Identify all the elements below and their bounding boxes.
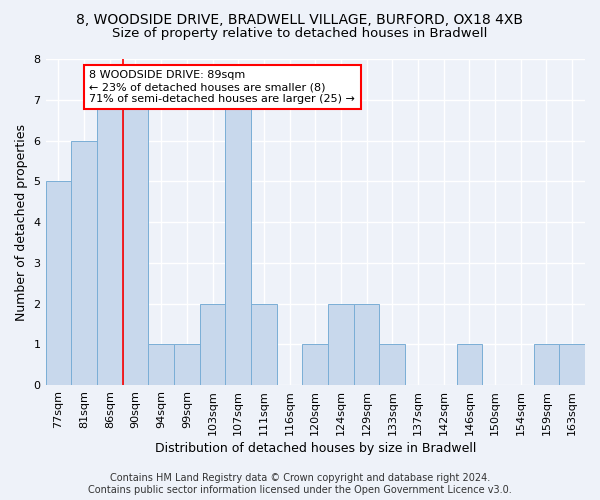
Bar	[174, 344, 200, 385]
Bar	[457, 344, 482, 385]
Bar	[559, 344, 585, 385]
Bar	[122, 100, 148, 385]
Bar	[97, 100, 122, 385]
Bar	[302, 344, 328, 385]
Bar	[328, 304, 354, 385]
Bar	[148, 344, 174, 385]
Bar	[226, 100, 251, 385]
Bar	[251, 304, 277, 385]
Y-axis label: Number of detached properties: Number of detached properties	[15, 124, 28, 320]
Text: Contains HM Land Registry data © Crown copyright and database right 2024.
Contai: Contains HM Land Registry data © Crown c…	[88, 474, 512, 495]
X-axis label: Distribution of detached houses by size in Bradwell: Distribution of detached houses by size …	[155, 442, 476, 455]
Text: 8 WOODSIDE DRIVE: 89sqm
← 23% of detached houses are smaller (8)
71% of semi-det: 8 WOODSIDE DRIVE: 89sqm ← 23% of detache…	[89, 70, 355, 104]
Text: Size of property relative to detached houses in Bradwell: Size of property relative to detached ho…	[112, 28, 488, 40]
Bar	[533, 344, 559, 385]
Bar	[71, 140, 97, 385]
Bar	[354, 304, 379, 385]
Bar	[379, 344, 405, 385]
Bar	[200, 304, 226, 385]
Text: 8, WOODSIDE DRIVE, BRADWELL VILLAGE, BURFORD, OX18 4XB: 8, WOODSIDE DRIVE, BRADWELL VILLAGE, BUR…	[77, 12, 523, 26]
Bar	[46, 182, 71, 385]
